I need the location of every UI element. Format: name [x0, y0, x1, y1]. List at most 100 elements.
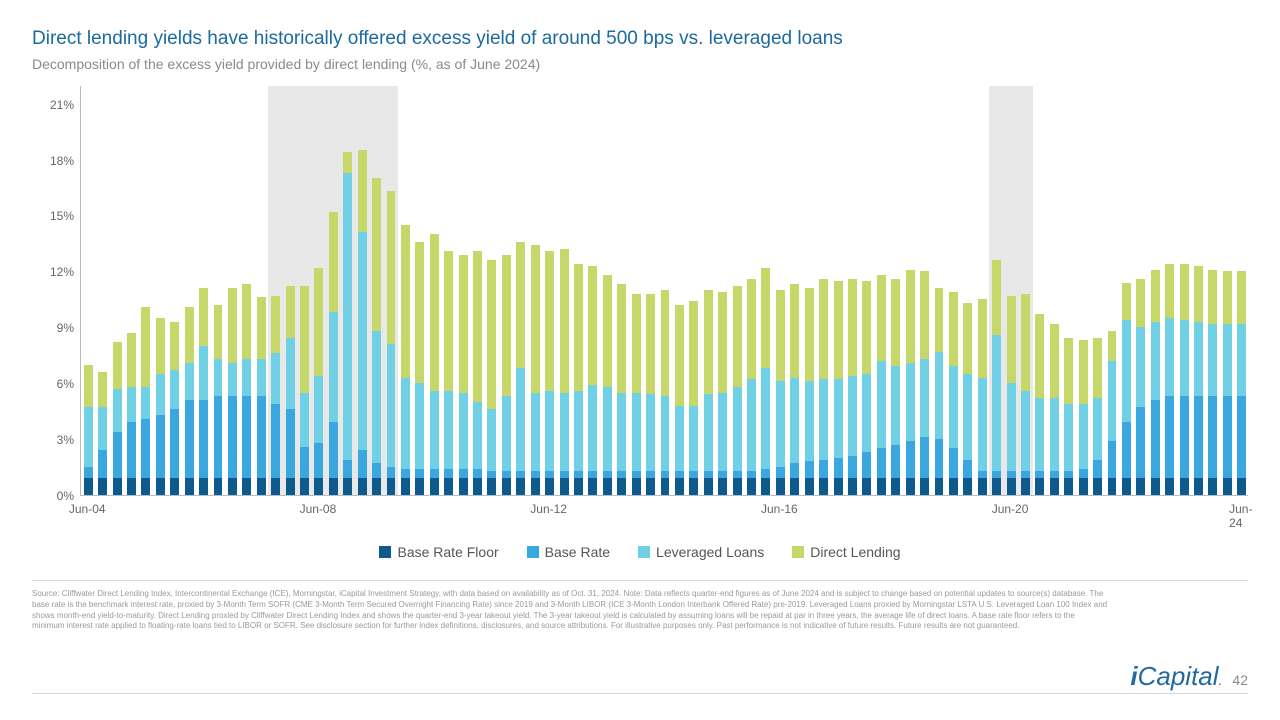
- bar-segment-direct_lending: [1007, 296, 1016, 384]
- bar-segment-base_rate: [661, 471, 670, 478]
- bar-segment-base_rate_floor: [459, 478, 468, 495]
- bar: [199, 85, 208, 495]
- bar-segment-base_rate: [632, 471, 641, 478]
- x-tick-label: Jun-16: [761, 502, 798, 516]
- bar-segment-base_rate: [1035, 471, 1044, 478]
- bar-segment-base_rate_floor: [84, 478, 93, 495]
- bar-segment-base_rate: [935, 439, 944, 478]
- page-number: 42: [1232, 672, 1248, 688]
- bar-segment-direct_lending: [271, 296, 280, 354]
- bar: [1136, 85, 1145, 495]
- legend-item-base_rate: Base Rate: [527, 544, 610, 560]
- bar-segment-leveraged_loans: [372, 331, 381, 463]
- bar: [1180, 85, 1189, 495]
- bar-segment-leveraged_loans: [516, 368, 525, 471]
- bar-segment-direct_lending: [935, 288, 944, 351]
- bar-segment-base_rate: [343, 460, 352, 479]
- bar-segment-leveraged_loans: [1050, 398, 1059, 471]
- bar-segment-leveraged_loans: [1007, 383, 1016, 471]
- bar: [314, 85, 323, 495]
- bar: [531, 85, 540, 495]
- bar: [343, 85, 352, 495]
- bar-segment-leveraged_loans: [473, 402, 482, 469]
- bar: [1050, 85, 1059, 495]
- bar-segment-base_rate_floor: [545, 478, 554, 495]
- bar-segment-direct_lending: [603, 275, 612, 387]
- bar-segment-leveraged_loans: [617, 393, 626, 471]
- bar: [141, 85, 150, 495]
- bar-segment-direct_lending: [314, 268, 323, 376]
- bar-segment-direct_lending: [819, 279, 828, 380]
- x-axis: Jun-04Jun-08Jun-12Jun-16Jun-20Jun-24: [80, 498, 1248, 526]
- bar: [1108, 85, 1117, 495]
- bar-segment-base_rate_floor: [502, 478, 511, 495]
- legend-swatch: [638, 546, 650, 558]
- bar-segment-base_rate: [1208, 396, 1217, 478]
- bar: [156, 85, 165, 495]
- bar-segment-base_rate_floor: [704, 478, 713, 495]
- bar-segment-base_rate_floor: [199, 478, 208, 495]
- bar-segment-base_rate_floor: [747, 478, 756, 495]
- bar-segment-base_rate_floor: [1035, 478, 1044, 495]
- bar-segment-base_rate_floor: [963, 478, 972, 495]
- bar-segment-base_rate: [459, 469, 468, 478]
- bar-segment-base_rate: [531, 471, 540, 478]
- bar-segment-direct_lending: [502, 255, 511, 397]
- bar-segment-base_rate_floor: [1108, 478, 1117, 495]
- bar-segment-base_rate: [834, 458, 843, 479]
- bar: [502, 85, 511, 495]
- bar: [560, 85, 569, 495]
- bar-segment-direct_lending: [906, 270, 915, 363]
- bar-segment-base_rate: [1237, 396, 1246, 478]
- bar: [675, 85, 684, 495]
- bar-segment-leveraged_loans: [329, 312, 338, 422]
- bar-segment-base_rate_floor: [992, 478, 1001, 495]
- bar-segment-direct_lending: [704, 290, 713, 394]
- bar: [848, 85, 857, 495]
- bar: [300, 85, 309, 495]
- bar-segment-base_rate: [516, 471, 525, 478]
- bar: [747, 85, 756, 495]
- bar-segment-leveraged_loans: [214, 359, 223, 396]
- bar-segment-base_rate_floor: [98, 478, 107, 495]
- bar-segment-leveraged_loans: [834, 379, 843, 457]
- bar-segment-direct_lending: [560, 249, 569, 393]
- bar-segment-leveraged_loans: [1122, 320, 1131, 423]
- bar-segment-leveraged_loans: [963, 374, 972, 460]
- bar-segment-direct_lending: [1223, 271, 1232, 323]
- bar-segment-leveraged_loans: [459, 393, 468, 469]
- bar-segment-leveraged_loans: [1208, 324, 1217, 397]
- bar-segment-base_rate: [314, 443, 323, 478]
- bar-segment-leveraged_loans: [1035, 398, 1044, 471]
- bar-segment-direct_lending: [1194, 266, 1203, 322]
- bar-segment-base_rate: [415, 469, 424, 478]
- bar-segment-direct_lending: [415, 242, 424, 384]
- bar-segment-base_rate_floor: [170, 478, 179, 495]
- bar-segment-base_rate: [286, 409, 295, 478]
- bar: [978, 85, 987, 495]
- bar-segment-base_rate_floor: [574, 478, 583, 495]
- bar-segment-direct_lending: [343, 152, 352, 173]
- bar-segment-base_rate_floor: [790, 478, 799, 495]
- legend-label: Base Rate Floor: [397, 544, 498, 560]
- bar-segment-base_rate_floor: [516, 478, 525, 495]
- bar-segment-base_rate_floor: [473, 478, 482, 495]
- bar-segment-direct_lending: [358, 150, 367, 232]
- bar: [1021, 85, 1030, 495]
- bar-segment-leveraged_loans: [1194, 322, 1203, 397]
- bar-segment-leveraged_loans: [949, 366, 958, 448]
- bar-segment-direct_lending: [1237, 271, 1246, 323]
- bar-segment-base_rate: [992, 471, 1001, 478]
- bar-segment-base_rate: [1093, 460, 1102, 479]
- bar-segment-direct_lending: [689, 301, 698, 405]
- bar-segment-base_rate: [1050, 471, 1059, 478]
- chart-title: Direct lending yields have historically …: [32, 28, 1248, 50]
- bar-segment-direct_lending: [848, 279, 857, 376]
- bar-segment-direct_lending: [1165, 264, 1174, 318]
- bar-segment-direct_lending: [372, 178, 381, 331]
- bar: [387, 85, 396, 495]
- bar-segment-direct_lending: [286, 286, 295, 338]
- bar-segment-leveraged_loans: [545, 391, 554, 471]
- bar: [516, 85, 525, 495]
- bar-segment-base_rate: [1108, 441, 1117, 478]
